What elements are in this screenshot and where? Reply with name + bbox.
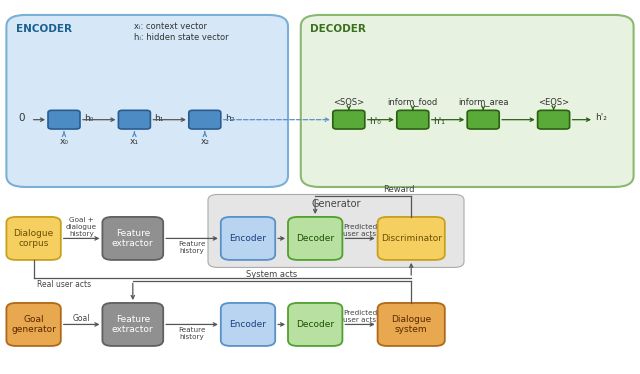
FancyBboxPatch shape bbox=[48, 110, 80, 129]
Text: Reward: Reward bbox=[383, 186, 415, 194]
FancyBboxPatch shape bbox=[189, 110, 221, 129]
Text: Predicted
user acts: Predicted user acts bbox=[343, 310, 377, 322]
Text: h₀: h₀ bbox=[84, 114, 93, 123]
FancyBboxPatch shape bbox=[6, 217, 61, 260]
Text: ENCODER: ENCODER bbox=[16, 24, 72, 34]
Text: h₂: h₂ bbox=[225, 114, 234, 123]
Text: inform_food: inform_food bbox=[388, 98, 438, 107]
FancyBboxPatch shape bbox=[378, 303, 445, 346]
Text: Encoder: Encoder bbox=[230, 234, 266, 243]
FancyBboxPatch shape bbox=[6, 303, 61, 346]
Text: Discriminator: Discriminator bbox=[381, 234, 442, 243]
Text: 0: 0 bbox=[18, 113, 24, 123]
Text: Goal: Goal bbox=[73, 313, 90, 322]
Text: System acts: System acts bbox=[246, 270, 298, 279]
Text: Feature
extractor: Feature extractor bbox=[112, 315, 154, 334]
Text: <EOS>: <EOS> bbox=[538, 98, 569, 107]
FancyBboxPatch shape bbox=[397, 110, 429, 129]
Text: Goal +
dialogue
history: Goal + dialogue history bbox=[66, 217, 97, 237]
Text: Goal
generator: Goal generator bbox=[11, 315, 56, 334]
FancyBboxPatch shape bbox=[208, 194, 464, 267]
Text: xᵢ: context vector
hᵢ: hidden state vector: xᵢ: context vector hᵢ: hidden state vect… bbox=[134, 22, 229, 43]
Text: inform_area: inform_area bbox=[458, 98, 508, 107]
Text: Decoder: Decoder bbox=[296, 234, 334, 243]
Text: Feature
history: Feature history bbox=[179, 242, 205, 254]
Text: Feature
history: Feature history bbox=[179, 328, 205, 340]
Text: x₂: x₂ bbox=[200, 137, 209, 146]
FancyBboxPatch shape bbox=[6, 15, 288, 187]
Text: h'₁: h'₁ bbox=[433, 117, 445, 126]
Text: h₁: h₁ bbox=[154, 114, 164, 123]
Text: h'₂: h'₂ bbox=[595, 113, 607, 122]
Text: Real user acts: Real user acts bbox=[37, 280, 91, 289]
Text: Feature
extractor: Feature extractor bbox=[112, 229, 154, 248]
FancyBboxPatch shape bbox=[288, 217, 342, 260]
Text: Generator: Generator bbox=[311, 199, 361, 209]
FancyBboxPatch shape bbox=[333, 110, 365, 129]
Text: x₁: x₁ bbox=[130, 137, 139, 146]
Text: h'₀: h'₀ bbox=[369, 117, 381, 126]
FancyBboxPatch shape bbox=[118, 110, 150, 129]
Text: Dialogue
system: Dialogue system bbox=[391, 315, 431, 334]
FancyBboxPatch shape bbox=[301, 15, 634, 187]
FancyBboxPatch shape bbox=[467, 110, 499, 129]
Text: Dialogue
corpus: Dialogue corpus bbox=[13, 229, 54, 248]
Text: Decoder: Decoder bbox=[296, 320, 334, 329]
Text: <SOS>: <SOS> bbox=[333, 98, 364, 107]
FancyBboxPatch shape bbox=[102, 217, 163, 260]
FancyBboxPatch shape bbox=[288, 303, 342, 346]
Text: Encoder: Encoder bbox=[230, 320, 266, 329]
FancyBboxPatch shape bbox=[221, 217, 275, 260]
Text: Predicted
user acts: Predicted user acts bbox=[343, 224, 377, 237]
FancyBboxPatch shape bbox=[102, 303, 163, 346]
FancyBboxPatch shape bbox=[221, 303, 275, 346]
FancyBboxPatch shape bbox=[378, 217, 445, 260]
Text: DECODER: DECODER bbox=[310, 24, 366, 34]
Text: x₀: x₀ bbox=[60, 137, 68, 146]
FancyBboxPatch shape bbox=[538, 110, 570, 129]
